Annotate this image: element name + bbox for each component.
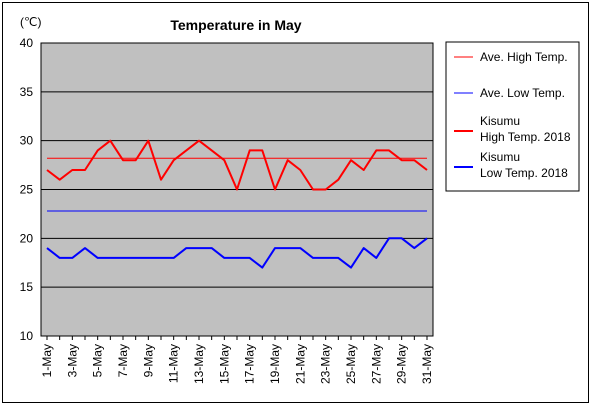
y-tick-label: 10	[20, 329, 34, 343]
plot-area-group: 10 15 20 25 30 35 40 1-May 3-May 5-May 7-May 9-May 1…	[20, 36, 434, 384]
x-tick-label: 19-May	[268, 344, 282, 384]
x-tick-label: 1-May	[40, 344, 54, 377]
x-tick-label: 3-May	[65, 344, 79, 377]
x-tick-label: 15-May	[217, 344, 231, 384]
x-tick-label: 11-May	[167, 344, 181, 383]
y-tick-label: 15	[20, 280, 34, 294]
legend-label: High Temp. 2018	[480, 130, 571, 144]
x-tick-label: 23-May	[319, 344, 333, 384]
x-tick-label: 17-May	[243, 344, 257, 384]
legend: Ave. High Temp. Ave. Low Temp. Kisumu High …	[445, 41, 580, 192]
x-tick-label: 9-May	[141, 344, 155, 377]
x-tick-label: 21-May	[293, 344, 307, 384]
y-tick-label: 25	[20, 183, 34, 197]
legend-label: Low Temp. 2018	[480, 166, 568, 180]
chart-title: Temperature in May	[170, 17, 301, 33]
y-unit-label: (℃)	[20, 15, 41, 29]
x-tick-label: 29-May	[395, 344, 409, 384]
x-tick-label: 7-May	[116, 344, 130, 377]
y-tick-label: 30	[20, 134, 34, 148]
x-tick-label: 5-May	[91, 344, 105, 377]
y-tick-label: 35	[20, 85, 34, 99]
legend-label: Kisumu	[480, 114, 520, 128]
legend-label: Kisumu	[480, 150, 520, 164]
x-tick-label: 27-May	[369, 344, 383, 384]
x-tick-label: 31-May	[420, 344, 434, 384]
y-tick-label: 20	[20, 231, 34, 245]
x-tick-label: 25-May	[344, 344, 358, 384]
legend-label: Ave. Low Temp.	[480, 86, 565, 100]
x-tick-label: 13-May	[192, 344, 206, 384]
series-line-3	[46, 237, 428, 269]
y-tick-label: 40	[20, 36, 34, 50]
legend-label: Ave. High Temp.	[480, 50, 568, 64]
